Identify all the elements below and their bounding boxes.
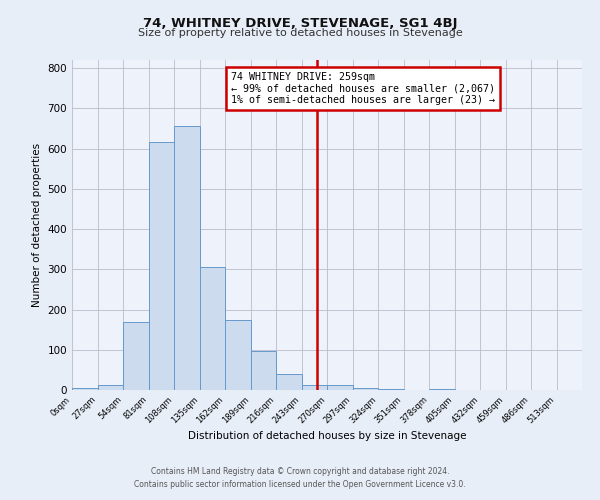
Text: Contains HM Land Registry data © Crown copyright and database right 2024.
Contai: Contains HM Land Registry data © Crown c… [134,467,466,489]
Bar [353,388,378,390]
Bar [72,388,97,390]
Bar [327,385,353,390]
Bar [225,320,251,390]
Text: Size of property relative to detached houses in Stevenage: Size of property relative to detached ho… [137,28,463,38]
Bar [429,389,455,390]
Bar [123,322,149,390]
X-axis label: Distribution of detached houses by size in Stevenage: Distribution of detached houses by size … [188,431,466,441]
Bar [378,389,404,390]
Bar [174,126,199,390]
Bar [276,374,302,390]
Y-axis label: Number of detached properties: Number of detached properties [32,143,42,307]
Bar [97,385,123,390]
Text: 74, WHITNEY DRIVE, STEVENAGE, SG1 4BJ: 74, WHITNEY DRIVE, STEVENAGE, SG1 4BJ [143,18,457,30]
Bar [302,385,327,390]
Bar [251,350,276,390]
Bar [199,268,225,390]
Bar [149,142,174,390]
Text: 74 WHITNEY DRIVE: 259sqm
← 99% of detached houses are smaller (2,067)
1% of semi: 74 WHITNEY DRIVE: 259sqm ← 99% of detach… [230,72,494,106]
